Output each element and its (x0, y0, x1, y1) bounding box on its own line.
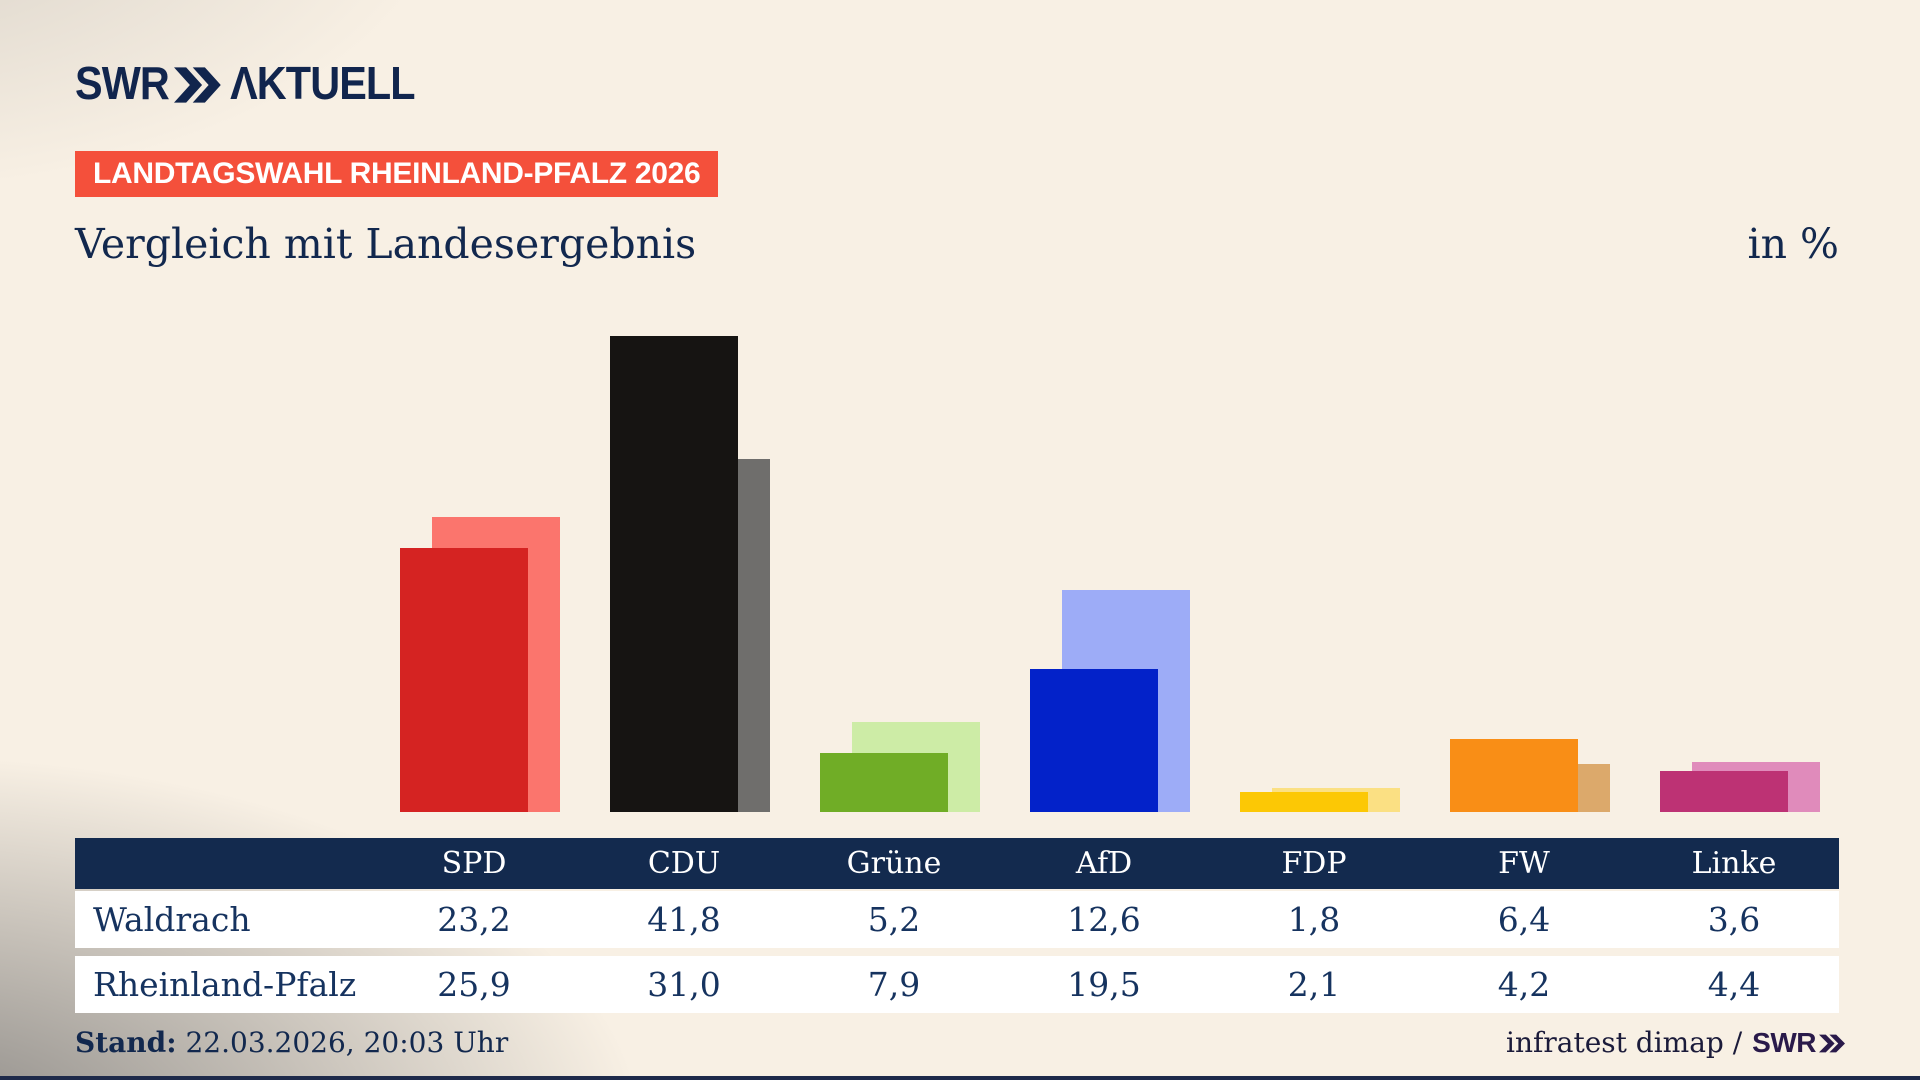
bar-chart (75, 336, 1839, 812)
table-header-cell-fw: FW (1498, 846, 1550, 881)
table-header-row: SPD CDU Grüne AfD FDP FW Linke (75, 838, 1839, 889)
cell-rheinland-pfalz-afd: 19,5 (1067, 965, 1141, 1004)
brand-logo-swr: SWR (75, 57, 170, 109)
cell-rheinland-pfalz-fw: 4,2 (1497, 965, 1551, 1004)
election-badge: LANDTAGSWAHL RHEINLAND-PFALZ 2026 (75, 151, 719, 197)
row-label: Waldrach (93, 900, 251, 939)
brand-logo: SWR ΛKTUELL (75, 56, 416, 110)
bottom-edge-bar (0, 1076, 1920, 1080)
brand-logo-suffix: ΛKTUELL (230, 57, 415, 109)
cell-waldrach-cdu: 41,8 (647, 900, 721, 939)
table-header-cell-fdp: FDP (1281, 846, 1347, 881)
table-row-rheinland-pfalz: Rheinland-Pfalz 25,9 31,0 7,9 19,5 2,1 4,2 4,4 (75, 956, 1839, 1013)
cell-waldrach-linke: 3,6 (1707, 900, 1761, 939)
double-chevron-icon (1819, 1034, 1845, 1053)
table-header-cell-cdu: CDU (647, 846, 721, 881)
bar-waldrach-spd (400, 547, 528, 812)
cell-rheinland-pfalz-grüne: 7,9 (867, 965, 921, 1004)
stand-label: Stand: (75, 1026, 177, 1059)
cell-rheinland-pfalz-fdp: 2,1 (1287, 965, 1341, 1004)
cell-waldrach-afd: 12,6 (1067, 900, 1141, 939)
cell-waldrach-grüne: 5,2 (867, 900, 921, 939)
row-label: Rheinland-Pfalz (93, 965, 357, 1004)
table-row-waldrach: Waldrach 23,2 41,8 5,2 12,6 1,8 6,4 3,6 (75, 891, 1839, 948)
chart-title: Vergleich mit Landesergebnis (75, 220, 697, 268)
table-header-cell-spd: SPD (441, 846, 507, 881)
unit-label: in % (1747, 220, 1839, 268)
cell-waldrach-spd: 23,2 (437, 900, 511, 939)
source-brand-logo: SWR (1752, 1027, 1845, 1059)
bar-waldrach-fw (1450, 739, 1578, 812)
bar-waldrach-fdp (1240, 791, 1368, 812)
results-table: SPD CDU Grüne AfD FDP FW Linke Waldrach 23,2 41,8… (75, 838, 1839, 1013)
bar-waldrach-afd (1030, 668, 1158, 812)
cell-rheinland-pfalz-linke: 4,4 (1707, 965, 1761, 1004)
table-header-cell-grüne: Grüne (846, 846, 942, 881)
timestamp: Stand: 22.03.2026, 20:03 Uhr (75, 1026, 508, 1059)
cell-waldrach-fw: 6,4 (1497, 900, 1551, 939)
double-chevron-icon (174, 66, 222, 103)
stand-value: 22.03.2026, 20:03 Uhr (185, 1026, 509, 1059)
bar-waldrach-linke (1660, 771, 1788, 812)
cell-waldrach-fdp: 1,8 (1287, 900, 1341, 939)
cell-rheinland-pfalz-cdu: 31,0 (647, 965, 721, 1004)
table-header-cell-linke: Linke (1691, 846, 1777, 881)
table-header-cell-afd: AfD (1075, 846, 1133, 881)
bar-waldrach-grüne (820, 752, 948, 812)
table-header-cell-blank (75, 838, 369, 889)
source-text: infratest dimap / (1506, 1026, 1743, 1059)
bar-waldrach-cdu (610, 336, 738, 812)
source-credit: infratest dimap / SWR (75, 1026, 1845, 1059)
cell-rheinland-pfalz-spd: 25,9 (437, 965, 511, 1004)
